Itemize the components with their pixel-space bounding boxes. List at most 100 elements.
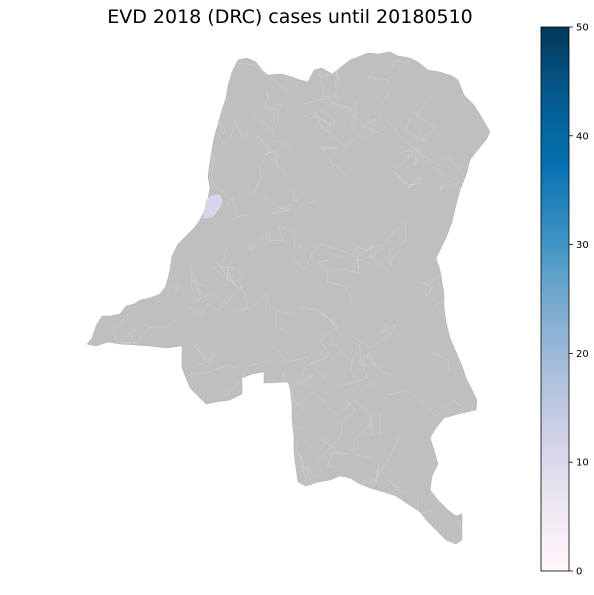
zone-boundary — [179, 55, 198, 89]
zone-boundary — [253, 113, 291, 151]
zone-boundary — [415, 95, 436, 145]
zone-boundary — [87, 376, 102, 421]
zone-boundary — [271, 431, 289, 484]
zone-boundary — [353, 413, 382, 459]
zone-boundary — [304, 111, 355, 148]
zone-boundary — [405, 117, 426, 144]
zone-boundary — [93, 285, 118, 296]
zone-boundary — [264, 151, 285, 178]
zone-boundary — [174, 519, 196, 540]
chart-title: EVD 2018 (DRC) cases until 20180510 — [107, 6, 473, 28]
zone-boundary — [204, 460, 228, 499]
zone-boundary — [243, 422, 265, 446]
zone-boundary — [161, 175, 187, 224]
zone-boundary — [350, 356, 374, 391]
zone-boundary — [112, 224, 133, 254]
colorbar-tick-label: 30 — [576, 240, 589, 251]
zone-boundary — [265, 225, 303, 249]
zone-boundary — [225, 360, 268, 397]
drc-map — [86, 51, 491, 545]
zone-boundary — [298, 365, 314, 387]
zone-boundary — [396, 148, 422, 169]
zone-boundary — [192, 84, 226, 109]
zone-boundary — [282, 373, 329, 408]
zone-boundary — [233, 483, 274, 519]
zone-boundary — [356, 243, 390, 272]
zone-boundary — [362, 354, 394, 376]
zone-boundary — [377, 489, 397, 543]
zone-boundary — [449, 303, 480, 341]
zone-boundary — [386, 119, 437, 164]
country-shape — [86, 51, 491, 545]
zone-boundary — [316, 107, 336, 127]
zone-boundary — [167, 59, 188, 75]
colorbar: 0 10 20 30 40 50 — [540, 23, 589, 578]
zone-boundary — [262, 475, 275, 488]
colorbar-tick-label: 40 — [576, 131, 589, 142]
zone-boundary — [312, 114, 331, 133]
zone-boundary — [114, 104, 133, 131]
zone-boundary — [164, 206, 181, 218]
zone-boundary — [431, 436, 469, 465]
zone-boundary — [360, 113, 384, 135]
zone-boundary — [293, 244, 375, 270]
zone-boundary — [125, 126, 154, 155]
zone-boundary — [476, 489, 490, 544]
zone-boundary — [324, 257, 360, 274]
zone-boundary — [444, 55, 471, 70]
zone-boundary — [288, 398, 306, 429]
zone-boundary — [101, 276, 124, 306]
zone-boundary — [249, 230, 270, 251]
zone-boundary — [245, 439, 286, 474]
zone-boundary — [366, 70, 392, 106]
zone-boundary — [341, 342, 368, 386]
zone-boundary — [157, 411, 176, 437]
zone-boundary — [318, 255, 353, 304]
colorbar-tick-label: 20 — [576, 349, 589, 360]
zone-boundary — [153, 140, 182, 160]
zone-boundary — [435, 156, 465, 191]
zone-boundary — [271, 345, 325, 380]
zone-boundary — [105, 86, 123, 126]
zone-boundary — [156, 490, 172, 535]
zone-boundary — [321, 438, 350, 468]
zone-boundary — [191, 278, 211, 302]
zone-boundary — [452, 321, 477, 349]
zone-boundary — [189, 365, 236, 374]
zone-boundary — [317, 402, 357, 461]
zone-boundary — [87, 208, 100, 238]
zone-boundary — [330, 101, 355, 119]
zone-boundary — [152, 207, 184, 222]
zone-boundary — [87, 143, 111, 193]
zone-boundary — [389, 220, 406, 267]
zone-boundary — [381, 507, 413, 532]
zone-boundary — [469, 275, 486, 308]
zone-boundary — [155, 81, 195, 106]
zone-boundary — [313, 52, 337, 72]
zone-boundary — [121, 199, 151, 222]
zone-boundary — [118, 248, 139, 277]
zone-boundary — [224, 196, 251, 218]
zone-boundary — [140, 52, 183, 88]
zone-boundary — [87, 195, 98, 216]
zone-boundary — [131, 434, 165, 460]
zone-boundary — [320, 146, 347, 177]
zone-boundary — [275, 310, 292, 331]
zone-boundary — [192, 343, 216, 368]
colorbar-tick-label: 10 — [576, 458, 589, 469]
zone-boundary — [358, 346, 377, 367]
highlighted-health-zone — [203, 194, 223, 219]
colorbar-ticks: 0 10 20 30 40 50 — [569, 23, 589, 578]
zone-boundary — [187, 294, 228, 315]
zone-boundary — [416, 274, 442, 298]
zone-boundary — [307, 350, 334, 366]
zone-boundary — [137, 61, 165, 84]
zone-boundary — [473, 346, 490, 378]
zone-boundary — [104, 260, 121, 284]
zone-boundary — [154, 104, 189, 125]
zone-boundary — [167, 435, 223, 461]
zone-boundary — [260, 386, 289, 444]
zone-boundary — [210, 156, 231, 199]
zone-boundary — [111, 315, 177, 343]
